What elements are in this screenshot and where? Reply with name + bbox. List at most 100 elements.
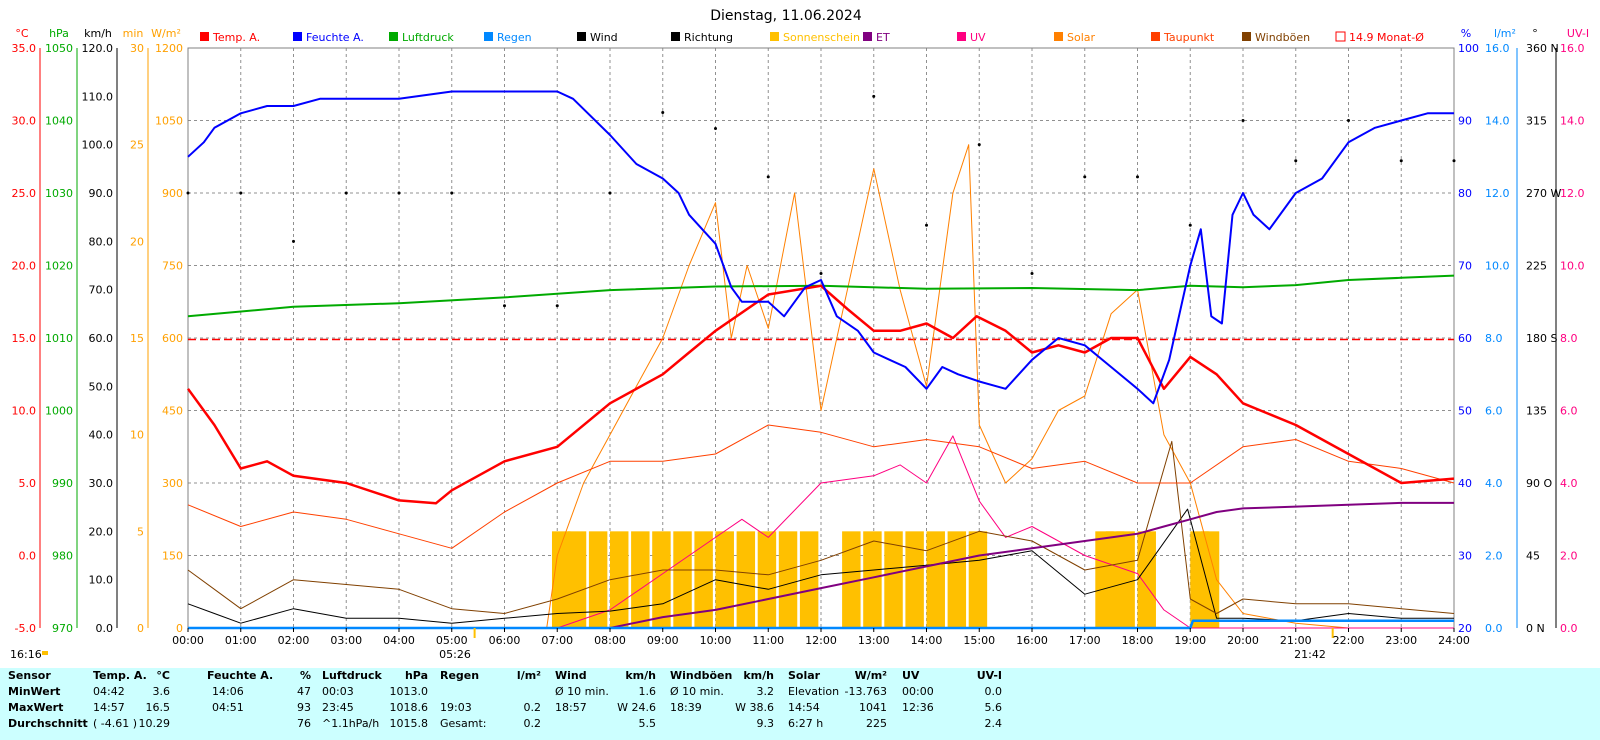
axis-tick-humidity: 60 — [1458, 332, 1472, 345]
x-tick-label: 17:00 — [1069, 634, 1101, 647]
axis-tick-pressure: 1000 — [45, 405, 73, 418]
x-tick-label: 07:00 — [541, 634, 573, 647]
stats-max-press-time: 23:45 — [322, 701, 354, 714]
legend-swatch — [389, 32, 398, 41]
sunshine-bar — [968, 531, 988, 628]
sunshine-bar — [1116, 531, 1135, 628]
stats-min-temp-value: 3.6 — [152, 685, 171, 698]
axis-tick-solar: 300 — [162, 477, 183, 490]
axis-tick-uv: 2.0 — [1560, 550, 1578, 563]
axis-unit-direction: ° — [1532, 27, 1538, 40]
axis-tick-humidity: 80 — [1458, 187, 1472, 200]
x-tick-label: 21:00 — [1280, 634, 1312, 647]
x-tick-label: 15:00 — [963, 634, 995, 647]
legend-label-11: Windböen — [1255, 31, 1310, 44]
legend-label-4: Wind — [590, 31, 618, 44]
stats-header-solar: Solar — [788, 669, 821, 682]
axis-tick-solar: 900 — [162, 187, 183, 200]
sunshine-bar — [715, 531, 734, 628]
direction-point — [344, 191, 348, 195]
series-wind — [187, 508, 1454, 624]
stats-avg-press-value: 1015.8 — [389, 717, 429, 730]
direction-point — [1188, 223, 1192, 227]
legend-swatch — [484, 32, 493, 41]
axis-unit-pressure: hPa — [49, 27, 69, 40]
axis-unit-wind: km/h — [84, 27, 112, 40]
stats-header-gust: Windböen — [670, 669, 733, 682]
axis-tick-pressure: 1030 — [45, 187, 73, 200]
direction-point — [292, 239, 295, 243]
axis-tick-sunshine_min: 5 — [137, 525, 144, 538]
axis-tick-solar: 0 — [176, 622, 183, 635]
axis-tick-rain: 2.0 — [1485, 550, 1503, 563]
direction-point — [1399, 159, 1403, 163]
axis-tick-humidity: 100 — [1458, 42, 1479, 55]
axis-tick-direction: 315 — [1526, 115, 1547, 128]
sunshine-bar — [947, 531, 967, 628]
axis-tick-direction: 135 — [1526, 405, 1547, 418]
direction-point — [1347, 119, 1350, 122]
axis-tick-sunshine_min: 20 — [130, 235, 144, 248]
legend-label-9: Solar — [1067, 31, 1096, 44]
stats-min-uv-time: 00:00 — [902, 685, 934, 698]
stats-header-unit-uv: UV-I — [976, 669, 1002, 682]
x-tick-label: 12:00 — [805, 634, 837, 647]
sunshine-bar — [926, 531, 945, 628]
axis-tick-solar: 150 — [162, 550, 183, 563]
sunshine-bar — [905, 531, 924, 628]
legend-label-1: Feuchte A. — [306, 31, 364, 44]
sunshine-bar — [736, 531, 756, 628]
stats-min-gust-value: 3.2 — [756, 685, 775, 698]
sunshine-bar — [757, 531, 777, 628]
axis-tick-pressure: 1050 — [45, 42, 73, 55]
axis-tick-pressure: 1020 — [45, 260, 73, 273]
stats-row-label-min: MinWert — [8, 685, 61, 698]
axis-tick-humidity: 70 — [1458, 260, 1472, 273]
axis-tick-sunshine_min: 0 — [137, 622, 144, 635]
legend-swatch — [1151, 32, 1160, 41]
axis-tick-humidity: 30 — [1458, 550, 1472, 563]
direction-point — [819, 272, 823, 276]
x-tick-label: 22:00 — [1333, 634, 1365, 647]
axis-tick-rain: 14.0 — [1485, 115, 1510, 128]
stats-min-hum-time: 14:06 — [212, 685, 244, 698]
axis-tick-wind: 10.0 — [89, 574, 114, 587]
legend-swatch — [957, 32, 966, 41]
sunshine-bar — [610, 531, 629, 628]
x-tick-label: 06:00 — [489, 634, 521, 647]
axis-tick-wind: 120.0 — [82, 42, 114, 55]
stats-header-wind: Wind — [555, 669, 587, 682]
axis-tick-pressure: 1010 — [45, 332, 73, 345]
direction-point — [555, 304, 559, 308]
stats-avg-hum-value: 76 — [297, 717, 311, 730]
x-tick-label: 24:00 — [1438, 634, 1470, 647]
axis-tick-wind: 90.0 — [89, 187, 114, 200]
direction-point — [239, 191, 243, 195]
sunshine-bar — [551, 531, 571, 628]
stats-header-unit-press: hPa — [404, 669, 428, 682]
direction-point — [1452, 159, 1456, 163]
stats-header-unit-hum: % — [299, 669, 311, 682]
x-tick-label: 20:00 — [1227, 634, 1259, 647]
sunshine-bar — [778, 531, 798, 628]
series-uv — [188, 435, 1454, 629]
x-tick-label: 18:00 — [1122, 634, 1154, 647]
sunshine-bar — [694, 531, 713, 628]
sunrise-time: 05:26 — [439, 648, 471, 661]
axis-tick-sunshine_min: 15 — [130, 332, 144, 345]
axis-tick-humidity: 50 — [1458, 405, 1472, 418]
sunshine-bar — [567, 531, 587, 628]
direction-point — [766, 175, 770, 179]
legend-label-8: UV — [970, 31, 986, 44]
axis-tick-temp: 35.0 — [12, 42, 37, 55]
axis-tick-wind: 80.0 — [89, 235, 114, 248]
axis-tick-humidity: 90 — [1458, 115, 1472, 128]
axis-tick-pressure: 1040 — [45, 115, 73, 128]
stats-max-uv-time: 12:36 — [902, 701, 934, 714]
axis-tick-solar: 750 — [162, 260, 183, 273]
sunshine-bar — [673, 531, 692, 628]
legend-label-2: Luftdruck — [402, 31, 454, 44]
stats-max-wind-time: 18:57 — [555, 701, 587, 714]
series-regen — [188, 619, 1454, 630]
axis-tick-direction: 270 W — [1526, 187, 1561, 200]
